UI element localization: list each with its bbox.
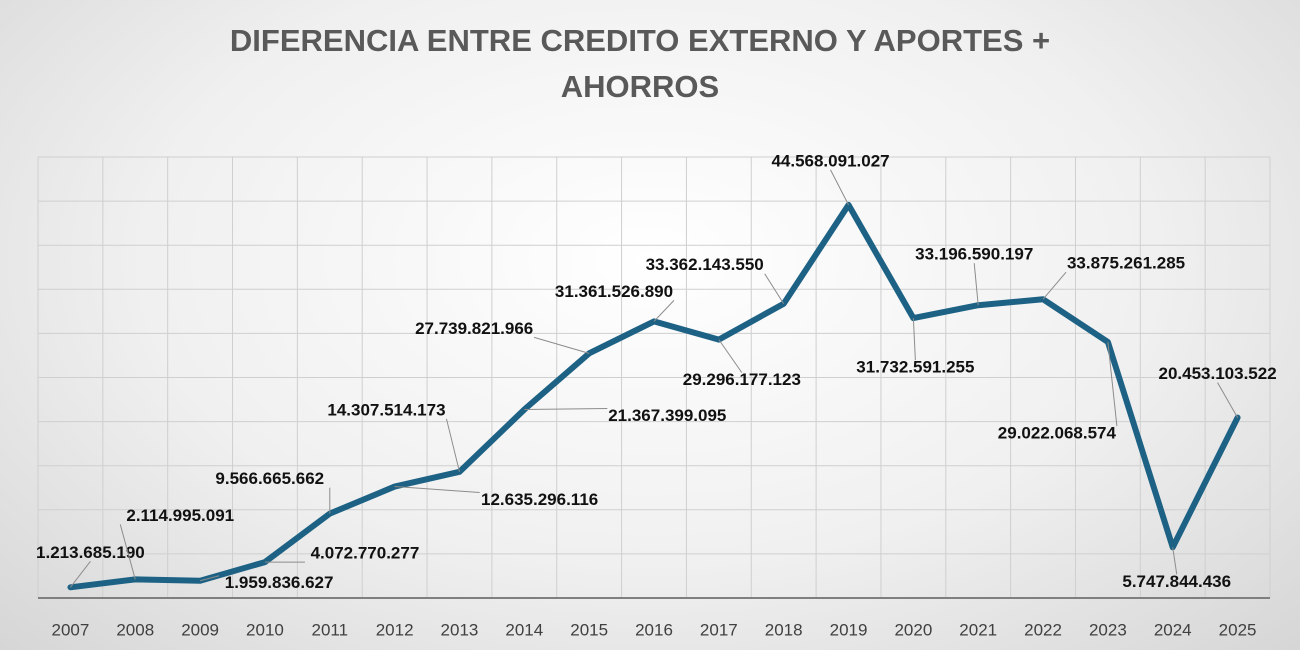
data-label: 27.739.821.966 <box>415 319 533 338</box>
leader-line <box>119 524 136 580</box>
leader-line <box>1107 341 1118 427</box>
leader-line <box>524 408 608 411</box>
chart-title: DIFERENCIA ENTRE CREDITO EXTERNO Y APORT… <box>229 23 1051 104</box>
leader-line <box>445 418 460 472</box>
x-tick-label: 2010 <box>246 620 284 639</box>
leader-line <box>973 263 979 306</box>
data-label: 9.566.665.662 <box>215 469 324 488</box>
x-tick-label: 2018 <box>765 620 803 639</box>
leader-line <box>199 575 220 582</box>
x-tick-label: 2012 <box>376 620 414 639</box>
data-label: 44.568.091.027 <box>771 151 889 170</box>
data-label: 12.635.296.116 <box>481 490 598 509</box>
x-tick-label: 2021 <box>959 620 997 639</box>
x-tick-label: 2009 <box>181 620 219 639</box>
x-tick-label: 2015 <box>570 620 608 639</box>
x-tick-label: 2008 <box>116 620 154 639</box>
data-label: 33.362.143.550 <box>646 255 764 274</box>
x-tick-label: 2016 <box>635 620 673 639</box>
x-tick-label: 2023 <box>1089 620 1127 639</box>
data-label: 31.732.591.255 <box>856 358 974 377</box>
leader-line <box>764 273 785 305</box>
x-tick-label: 2014 <box>505 620 543 639</box>
data-label: 33.875.261.285 <box>1067 254 1185 273</box>
data-label: 4.072.770.277 <box>311 544 420 563</box>
leader-line <box>1042 271 1067 300</box>
x-tick-label: 2007 <box>52 620 90 639</box>
x-tick-label: 2017 <box>700 620 738 639</box>
leader-line <box>718 339 743 373</box>
leader-line <box>394 486 480 494</box>
data-label: 29.296.177.123 <box>683 370 801 389</box>
x-tick-label: 2020 <box>894 620 932 639</box>
leader-line <box>1172 547 1178 575</box>
x-tick-label: 2022 <box>1024 620 1062 639</box>
x-tick-label: 2024 <box>1154 620 1192 639</box>
x-tick-label: 2011 <box>312 620 349 639</box>
data-label: 14.307.514.173 <box>327 400 445 419</box>
data-label: 33.196.590.197 <box>915 245 1033 264</box>
data-label: 5.747.844.436 <box>1122 572 1231 591</box>
data-label: 20.453.103.522 <box>1158 364 1276 383</box>
data-label: 1.213.685.190 <box>36 543 145 562</box>
leader-line <box>830 169 849 206</box>
x-tick-label: 2019 <box>830 620 868 639</box>
leader-line <box>912 318 916 361</box>
leader-line <box>534 336 590 354</box>
data-label: 21.367.399.095 <box>608 406 726 425</box>
leader-line <box>70 560 91 588</box>
x-tick-label: 2025 <box>1219 620 1257 639</box>
leader-line <box>1217 382 1239 418</box>
data-label: 2.114.995.091 <box>126 506 234 525</box>
data-label: 1.959.836.627 <box>225 573 334 592</box>
data-label: 31.361.526.890 <box>555 282 673 301</box>
x-tick-label: 2013 <box>441 620 479 639</box>
data-label: 29.022.068.574 <box>998 424 1117 443</box>
leader-line <box>653 300 675 322</box>
